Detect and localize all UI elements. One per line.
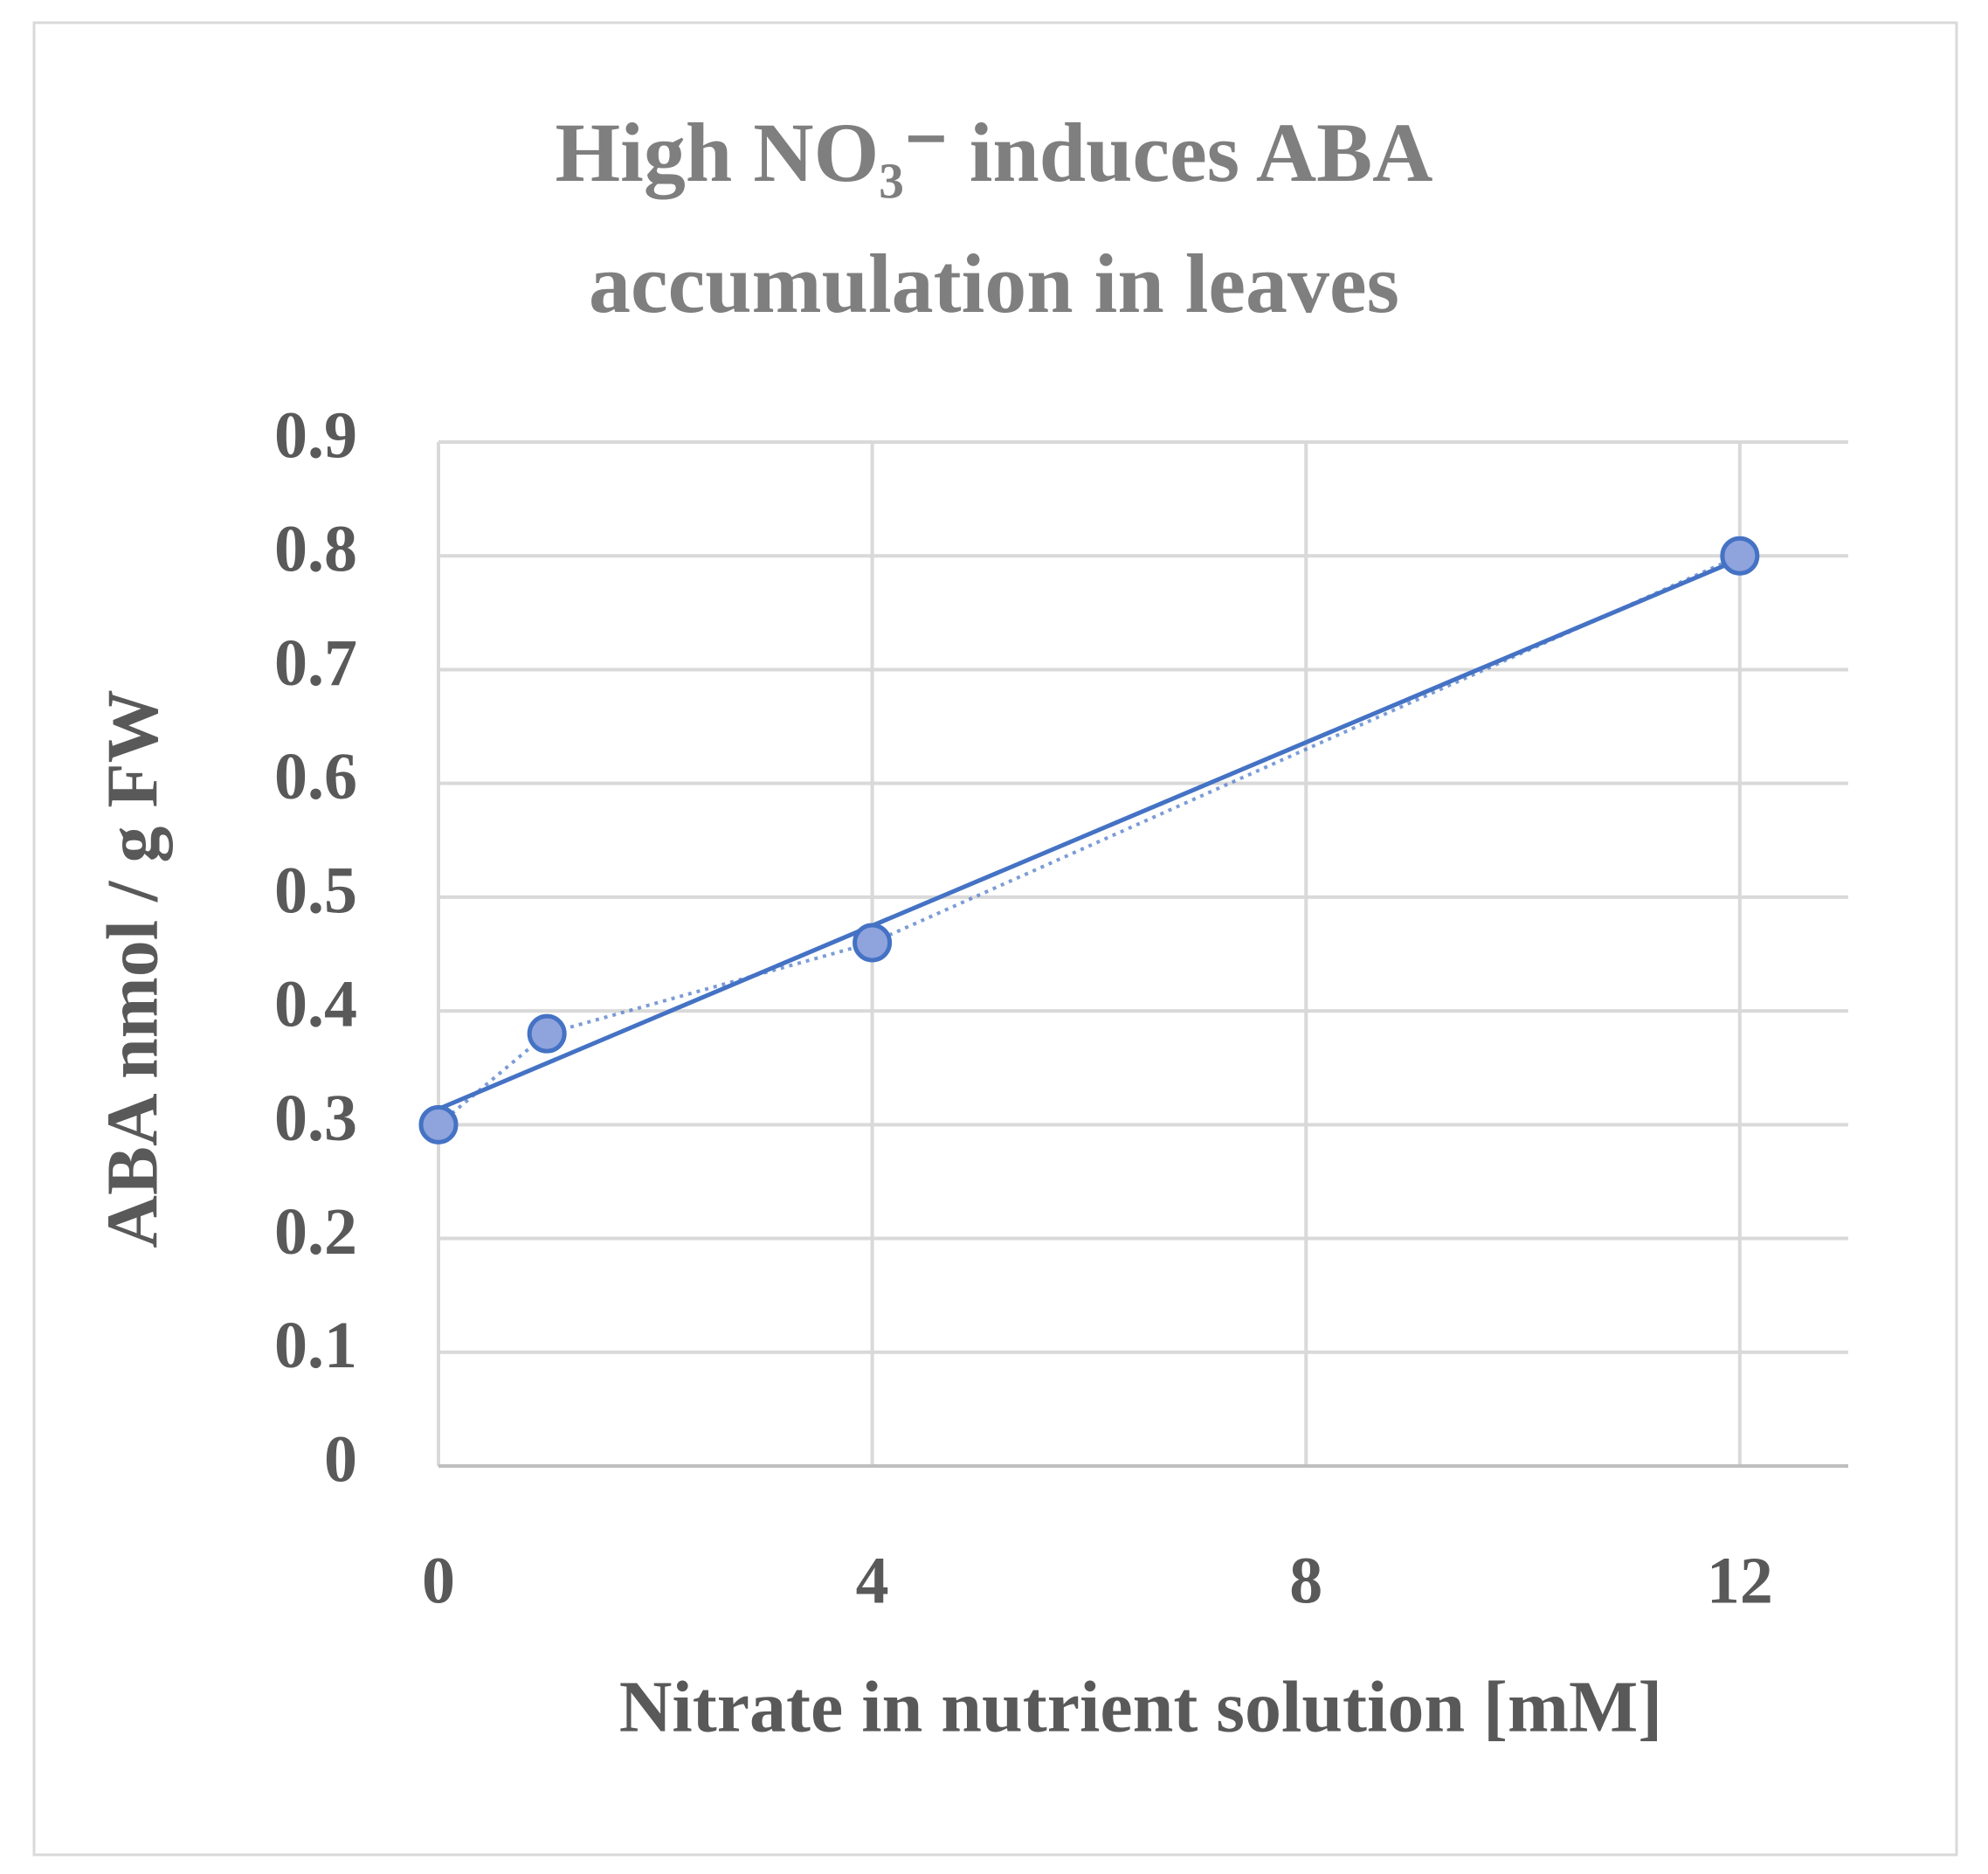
data-line [437, 554, 1741, 1126]
data-point [1720, 536, 1760, 576]
data-point [852, 923, 893, 963]
x-axis-label: Nitrate in nutrient solution [mM] [619, 1666, 1663, 1747]
chart-frame [32, 21, 1958, 1857]
trendline [438, 557, 1741, 1111]
y-tick-label: 0.2 [274, 1195, 357, 1269]
y-tick-label: 0.8 [274, 513, 357, 586]
chart-title: High NO₃⁻ induces ABA accumulation in le… [555, 106, 1433, 330]
y-tick-label: 0.6 [274, 740, 357, 813]
y-tick-label: 0.1 [274, 1309, 357, 1382]
x-tick-label: 8 [1289, 1544, 1322, 1617]
x-tick-label: 4 [856, 1544, 889, 1617]
y-tick-label: 0.4 [274, 968, 357, 1041]
x-tick-label: 12 [1707, 1544, 1773, 1617]
data-point [418, 1104, 459, 1144]
y-tick-label: 0.5 [274, 854, 357, 927]
y-tick-label: 0.9 [274, 398, 357, 472]
x-tick-label: 0 [422, 1544, 455, 1617]
y-tick-label: 0.3 [274, 1082, 357, 1155]
y-tick-label: 0 [324, 1422, 357, 1496]
y-axis-label: ABA nmol / g FW [92, 689, 173, 1248]
data-point [527, 1013, 567, 1054]
y-tick-label: 0.7 [274, 626, 357, 700]
